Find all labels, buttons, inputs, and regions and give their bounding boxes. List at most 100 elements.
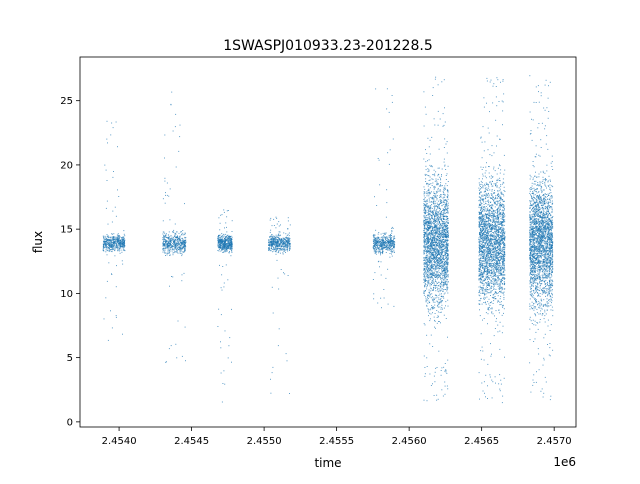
data-point <box>272 312 274 314</box>
data-point <box>434 225 436 227</box>
data-point <box>218 239 220 241</box>
data-point <box>436 250 438 252</box>
data-point <box>431 136 433 138</box>
data-point <box>426 206 428 207</box>
data-point <box>181 244 183 246</box>
data-point <box>444 277 446 278</box>
data-point <box>169 242 170 244</box>
data-point <box>443 214 445 215</box>
data-point <box>437 265 439 266</box>
data-point <box>434 180 436 182</box>
data-point <box>180 250 182 252</box>
data-point <box>498 214 500 216</box>
data-point <box>103 241 105 242</box>
chart-title: 1SWASPJ010933.23-201228.5 <box>223 38 432 54</box>
data-point <box>444 196 446 198</box>
data-point <box>390 243 392 244</box>
data-point <box>113 241 115 243</box>
data-point <box>268 247 270 248</box>
data-point <box>428 240 430 242</box>
data-point <box>433 243 435 245</box>
data-point <box>179 136 181 138</box>
data-point <box>437 315 439 317</box>
data-point <box>377 250 379 252</box>
data-point <box>439 274 441 276</box>
data-point <box>165 247 167 249</box>
data-point <box>285 251 286 253</box>
data-point <box>447 243 449 245</box>
data-point <box>169 241 171 243</box>
data-point <box>429 205 431 207</box>
data-point <box>380 274 382 276</box>
data-point <box>185 245 186 247</box>
data-point <box>438 240 440 242</box>
data-point <box>275 244 277 246</box>
data-point <box>423 205 425 207</box>
data-point <box>378 248 380 250</box>
data-point <box>436 239 438 241</box>
data-point <box>229 238 231 240</box>
data-point <box>373 293 375 295</box>
data-point <box>103 238 105 240</box>
data-point <box>427 256 429 258</box>
data-point <box>497 259 499 261</box>
data-point <box>183 251 185 253</box>
data-point <box>219 246 221 247</box>
data-point <box>504 233 506 235</box>
data-point <box>375 253 377 255</box>
data-point <box>446 152 448 154</box>
data-point <box>425 221 427 223</box>
data-point <box>432 241 434 243</box>
data-point <box>432 237 434 238</box>
data-point <box>437 301 439 303</box>
data-point <box>437 211 439 213</box>
data-point <box>184 248 185 250</box>
data-point <box>271 236 273 238</box>
data-point <box>443 200 445 202</box>
data-point <box>114 240 116 242</box>
data-point <box>436 235 438 237</box>
data-point <box>168 231 170 233</box>
data-point <box>436 295 438 296</box>
data-point <box>424 286 426 288</box>
data-point <box>379 242 381 244</box>
data-point <box>439 204 440 206</box>
data-point <box>178 243 180 245</box>
data-point <box>424 226 426 228</box>
data-point <box>270 239 272 240</box>
data-point <box>286 235 288 236</box>
data-point <box>439 245 441 247</box>
data-point <box>385 277 387 279</box>
data-point <box>169 239 171 241</box>
data-point <box>424 262 426 264</box>
data-point <box>388 249 390 251</box>
data-point <box>436 275 438 277</box>
data-point <box>425 211 427 213</box>
data-point <box>423 230 425 232</box>
data-point <box>121 241 123 243</box>
data-point <box>436 367 438 368</box>
data-point <box>270 242 272 244</box>
data-point <box>439 216 441 218</box>
data-point <box>428 236 429 238</box>
data-point <box>431 178 433 180</box>
data-point <box>275 234 277 236</box>
data-point <box>379 246 381 248</box>
data-point <box>270 245 272 247</box>
data-point <box>447 189 449 191</box>
data-point <box>438 258 439 260</box>
data-point <box>387 243 389 245</box>
data-point <box>443 158 445 160</box>
data-point <box>391 230 393 232</box>
data-point <box>115 121 117 123</box>
data-point <box>436 230 438 232</box>
data-point <box>424 247 425 249</box>
data-point <box>111 239 113 241</box>
data-point <box>431 298 433 300</box>
data-point <box>179 242 181 244</box>
data-point <box>444 268 445 270</box>
data-point <box>447 263 449 265</box>
data-point <box>434 288 436 289</box>
data-point <box>429 226 430 228</box>
data-point <box>289 393 290 394</box>
